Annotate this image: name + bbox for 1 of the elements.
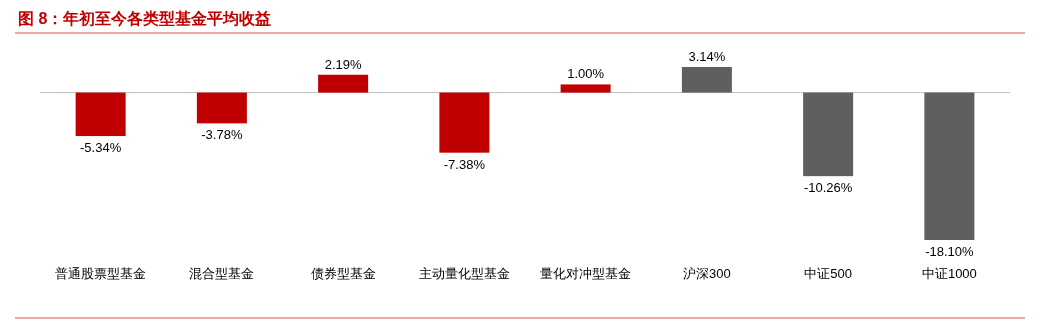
title: 图 8：年初至今各类型基金平均收益 [18,10,272,27]
